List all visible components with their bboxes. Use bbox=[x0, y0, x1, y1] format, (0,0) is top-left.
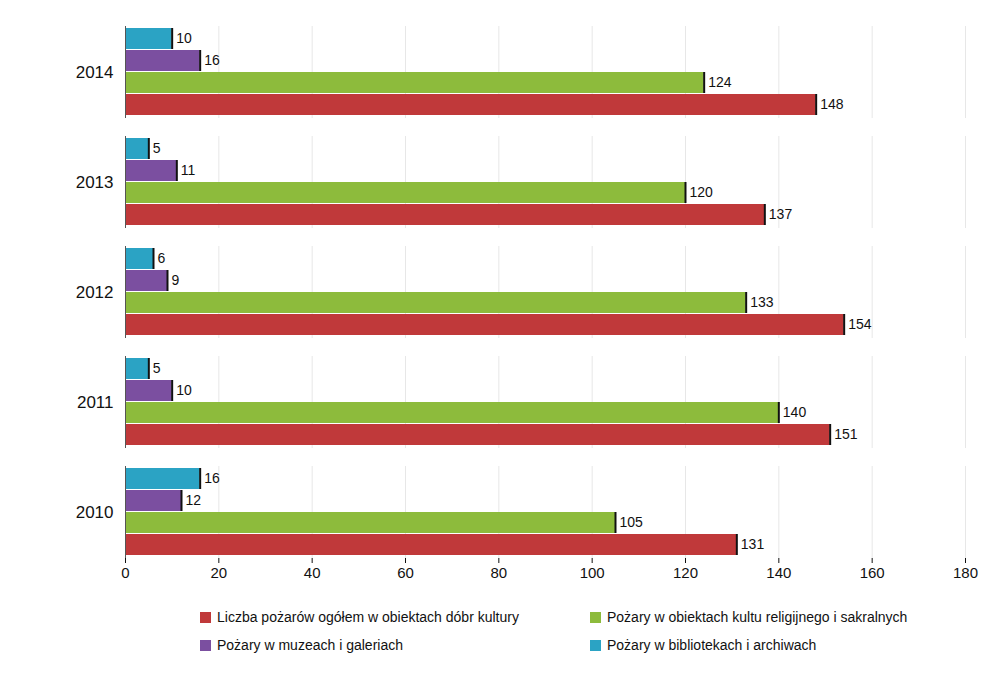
svg-text:120: 120 bbox=[673, 564, 698, 581]
svg-text:100: 100 bbox=[580, 564, 605, 581]
svg-text:11: 11 bbox=[181, 162, 196, 178]
svg-text:9: 9 bbox=[172, 272, 180, 288]
svg-text:105: 105 bbox=[620, 514, 644, 530]
svg-text:16: 16 bbox=[204, 470, 220, 486]
svg-text:40: 40 bbox=[304, 564, 321, 581]
svg-text:2013: 2013 bbox=[76, 173, 114, 192]
html-text:Pożary w muzeach i galeriach: Pożary w muzeach i galeriach bbox=[217, 637, 403, 653]
svg-text:2010: 2010 bbox=[76, 503, 114, 522]
svg-text:2011: 2011 bbox=[77, 393, 114, 412]
svg-text:80: 80 bbox=[490, 564, 507, 581]
svg-text:133: 133 bbox=[750, 294, 774, 310]
svg-text:0: 0 bbox=[121, 564, 129, 581]
svg-text:16: 16 bbox=[204, 52, 220, 68]
svg-text:20: 20 bbox=[210, 564, 227, 581]
svg-text:2012: 2012 bbox=[76, 283, 114, 302]
svg-text:140: 140 bbox=[766, 564, 791, 581]
svg-text:151: 151 bbox=[834, 426, 858, 442]
svg-text:148: 148 bbox=[820, 96, 844, 112]
svg-text:10: 10 bbox=[176, 382, 192, 398]
svg-text:120: 120 bbox=[690, 184, 714, 200]
svg-text:2014: 2014 bbox=[76, 63, 114, 82]
svg-text:160: 160 bbox=[860, 564, 885, 581]
svg-text:6: 6 bbox=[158, 250, 166, 266]
svg-text:12: 12 bbox=[186, 492, 202, 508]
svg-text:154: 154 bbox=[848, 316, 872, 332]
svg-text:5: 5 bbox=[153, 360, 161, 376]
html-text:Liczba pożarów ogółem w obiekt: Liczba pożarów ogółem w obiektach dóbr k… bbox=[217, 609, 519, 625]
svg-text:124: 124 bbox=[708, 74, 732, 90]
svg-text:10: 10 bbox=[176, 30, 192, 46]
svg-text:131: 131 bbox=[741, 536, 765, 552]
svg-text:140: 140 bbox=[783, 404, 807, 420]
svg-text:180: 180 bbox=[953, 564, 978, 581]
svg-text:60: 60 bbox=[397, 564, 414, 581]
html-text:Pożary w obiektach kultu relig: Pożary w obiektach kultu religijnego i s… bbox=[607, 609, 908, 625]
svg-text:137: 137 bbox=[769, 206, 793, 222]
html-text:Pożary w bibliotekach i archiw: Pożary w bibliotekach i archiwach bbox=[607, 637, 817, 653]
svg-text:5: 5 bbox=[153, 140, 161, 156]
